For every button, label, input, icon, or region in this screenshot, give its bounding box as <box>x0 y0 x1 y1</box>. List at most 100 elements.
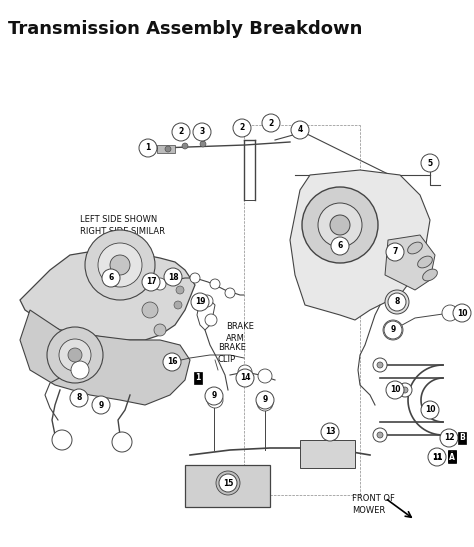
Circle shape <box>233 119 251 137</box>
Text: FRONT OF
MOWER: FRONT OF MOWER <box>352 494 395 515</box>
Circle shape <box>201 295 213 307</box>
Circle shape <box>200 141 206 147</box>
Circle shape <box>68 348 82 362</box>
Circle shape <box>212 397 218 403</box>
Circle shape <box>318 203 362 247</box>
Circle shape <box>428 448 446 466</box>
Text: 15: 15 <box>223 479 233 487</box>
Text: 9: 9 <box>99 400 104 410</box>
Circle shape <box>384 321 402 339</box>
Circle shape <box>52 430 72 450</box>
Circle shape <box>291 121 309 139</box>
Circle shape <box>383 320 403 340</box>
Circle shape <box>165 355 179 369</box>
Circle shape <box>262 400 268 406</box>
Ellipse shape <box>423 269 438 281</box>
Circle shape <box>262 114 280 132</box>
Ellipse shape <box>418 256 432 268</box>
Circle shape <box>164 268 182 286</box>
Polygon shape <box>20 250 195 340</box>
Circle shape <box>373 428 387 442</box>
Circle shape <box>205 387 223 405</box>
Circle shape <box>98 243 142 287</box>
Text: A: A <box>449 452 455 462</box>
Text: 1: 1 <box>195 374 201 382</box>
Circle shape <box>238 365 252 379</box>
Circle shape <box>163 353 181 371</box>
Circle shape <box>377 362 383 368</box>
Polygon shape <box>20 310 190 405</box>
Bar <box>157 145 175 153</box>
Circle shape <box>440 429 458 447</box>
Text: 10: 10 <box>457 309 467 317</box>
Bar <box>185 465 270 507</box>
Text: 9: 9 <box>391 325 396 335</box>
Text: 5: 5 <box>428 159 433 167</box>
Circle shape <box>182 143 188 149</box>
Circle shape <box>172 123 190 141</box>
Circle shape <box>85 230 155 300</box>
Circle shape <box>442 305 458 321</box>
Circle shape <box>170 273 180 283</box>
Text: A: A <box>449 451 455 461</box>
Circle shape <box>176 286 184 294</box>
Circle shape <box>47 327 103 383</box>
Circle shape <box>59 339 91 371</box>
Text: 4: 4 <box>297 125 302 135</box>
Circle shape <box>219 474 237 492</box>
Circle shape <box>386 381 404 399</box>
Text: 12: 12 <box>444 434 454 443</box>
Text: 2: 2 <box>268 119 273 127</box>
Circle shape <box>210 279 220 289</box>
Circle shape <box>216 471 240 495</box>
Text: 10: 10 <box>390 386 400 394</box>
Circle shape <box>154 278 166 290</box>
Ellipse shape <box>408 242 422 254</box>
Circle shape <box>388 293 406 311</box>
Circle shape <box>373 358 387 372</box>
Circle shape <box>236 369 254 387</box>
Text: 14: 14 <box>240 374 250 382</box>
Circle shape <box>398 383 412 397</box>
Text: 19: 19 <box>195 298 205 306</box>
Circle shape <box>207 392 223 408</box>
Bar <box>300 440 355 468</box>
Text: 16: 16 <box>167 358 177 366</box>
Text: 11: 11 <box>432 452 442 462</box>
Text: 18: 18 <box>168 272 178 282</box>
Circle shape <box>193 123 211 141</box>
Text: 1: 1 <box>146 143 151 153</box>
Circle shape <box>256 391 274 409</box>
Text: 9: 9 <box>263 395 268 404</box>
Text: Transmission Assembly Breakdown: Transmission Assembly Breakdown <box>8 20 363 38</box>
Circle shape <box>142 302 158 318</box>
Circle shape <box>385 290 409 314</box>
Circle shape <box>102 269 120 287</box>
Text: 17: 17 <box>146 277 156 287</box>
Circle shape <box>453 304 471 322</box>
Circle shape <box>92 396 110 414</box>
Text: 8: 8 <box>76 393 82 403</box>
Text: 6: 6 <box>337 241 343 251</box>
Text: 8: 8 <box>394 298 400 306</box>
Circle shape <box>174 301 182 309</box>
Circle shape <box>331 237 349 255</box>
Circle shape <box>190 273 200 283</box>
Text: 3: 3 <box>200 127 205 137</box>
Text: B: B <box>459 434 465 443</box>
Text: 9: 9 <box>211 392 217 400</box>
Circle shape <box>225 288 235 298</box>
Text: BRAKE
CLIP: BRAKE CLIP <box>218 343 246 364</box>
Text: 2: 2 <box>239 124 245 132</box>
Circle shape <box>386 243 404 261</box>
Text: 11: 11 <box>432 454 442 460</box>
Text: 6: 6 <box>109 274 114 282</box>
Text: BRAKE
ARM: BRAKE ARM <box>226 322 254 343</box>
Text: 13: 13 <box>325 428 335 437</box>
Circle shape <box>330 215 350 235</box>
Circle shape <box>257 395 273 411</box>
Circle shape <box>321 423 339 441</box>
Circle shape <box>70 389 88 407</box>
Text: LEFT SIDE SHOWN
RIGHT SIDE SIMILAR: LEFT SIDE SHOWN RIGHT SIDE SIMILAR <box>80 215 165 236</box>
Circle shape <box>191 293 209 311</box>
